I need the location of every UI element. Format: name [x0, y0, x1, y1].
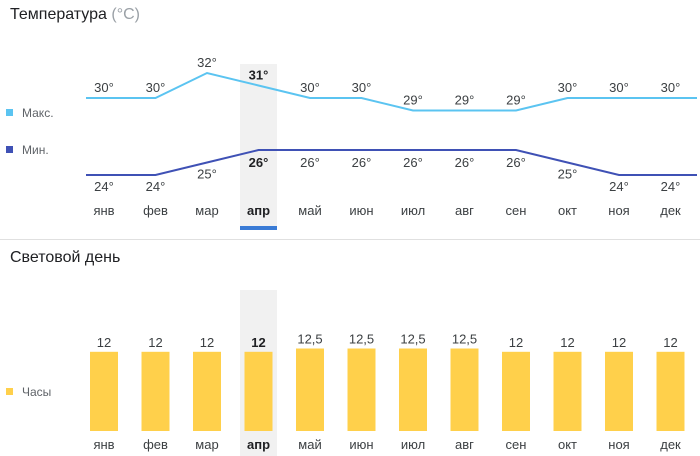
data-label-min: 26°	[506, 155, 526, 170]
temperature-unit: (°C)	[111, 6, 140, 23]
bar	[90, 351, 118, 431]
data-label-max: 32°	[197, 55, 217, 70]
x-tick-label: июн	[349, 437, 373, 452]
data-label-max: 30°	[352, 80, 372, 95]
bar-value-label: 12	[148, 335, 162, 350]
legend-swatch-min	[6, 146, 13, 153]
x-tick-label: фев	[143, 437, 168, 452]
x-tick-label: дек	[660, 203, 681, 218]
data-label-max: 30°	[661, 80, 681, 95]
data-label-min: 26°	[455, 155, 475, 170]
temperature-chart: 30° 30° 32° 31° 30° 30° 29° 29° 29° 30° 30° 30° 24° 2…	[6, 55, 697, 230]
data-label-max: 29°	[403, 93, 423, 108]
bar-value-label: 12,5	[297, 332, 322, 347]
x-tick-label: сен	[506, 437, 527, 452]
series-line-max	[86, 71, 697, 112]
data-label-min: 26°	[352, 155, 372, 170]
legend-swatch-hours	[6, 388, 13, 395]
data-label-max: 30°	[146, 80, 166, 95]
bar	[502, 351, 530, 431]
x-tick-label: апр	[247, 437, 270, 452]
x-tick-label: дек	[660, 437, 681, 452]
bar-value-label: 12,5	[452, 332, 477, 347]
series-line-min	[86, 149, 697, 176]
x-tick-label: ноя	[608, 437, 629, 452]
section-divider	[0, 239, 700, 240]
bar	[605, 351, 633, 431]
data-label-min: 26°	[403, 155, 423, 170]
data-label-max: 29°	[506, 93, 526, 108]
legend-label-hours: Часы	[22, 385, 51, 399]
bar-value-label: 12,5	[400, 332, 425, 347]
bar	[553, 351, 582, 431]
data-label-min: 26°	[300, 155, 320, 170]
x-tick-label: авг	[455, 203, 474, 218]
temperature-title: Температура (°C)	[10, 6, 140, 24]
bar-value-label: 12	[509, 335, 523, 350]
bar	[347, 348, 376, 431]
x-tick-label: янв	[93, 437, 114, 452]
data-label-max: 30°	[94, 80, 114, 95]
x-tick-label: мар	[195, 437, 218, 452]
bar	[296, 348, 324, 431]
legend-swatch-max	[6, 109, 13, 116]
data-label-min: 24°	[609, 179, 629, 194]
x-tick-label: июн	[349, 203, 373, 218]
x-tick-label: июл	[401, 203, 425, 218]
x-tick-label: авг	[455, 437, 474, 452]
bar	[399, 348, 427, 431]
x-tick-label: май	[298, 203, 321, 218]
selected-month-highlight	[240, 64, 277, 226]
x-tick-label: фев	[143, 203, 168, 218]
x-tick-label: окт	[558, 437, 577, 452]
data-label-min: 24°	[146, 179, 166, 194]
x-tick-label: янв	[93, 203, 114, 218]
bar	[450, 348, 479, 431]
bar	[244, 351, 273, 431]
bar	[656, 351, 685, 431]
bar	[193, 351, 221, 431]
legend-label-max: Макс.	[22, 106, 54, 120]
x-tick-label: ноя	[608, 203, 629, 218]
x-tick-label: мар	[195, 203, 218, 218]
data-label-max: 31°	[249, 68, 269, 83]
bar-value-label: 12	[200, 335, 214, 350]
daylight-title-text: Световой день	[10, 249, 121, 266]
data-label-min: 26°	[249, 155, 269, 170]
data-label-min: 24°	[661, 179, 681, 194]
bar-value-label: 12	[663, 335, 677, 350]
bar-value-label: 12,5	[349, 332, 374, 347]
data-label-min: 24°	[94, 179, 114, 194]
data-label-max: 30°	[300, 80, 320, 95]
temperature-title-text: Температура	[10, 6, 107, 23]
data-label-max: 30°	[609, 80, 629, 95]
legend-label-min: Мин.	[22, 143, 49, 157]
x-tick-label: апр	[247, 203, 270, 218]
x-tick-label: июл	[401, 437, 425, 452]
selected-month-indicator	[240, 226, 277, 230]
data-label-max: 30°	[558, 80, 578, 95]
x-tick-label: май	[298, 437, 321, 452]
data-label-min: 25°	[197, 167, 217, 182]
daylight-chart: 12 12 12 12 12,5 12,5 12,5 12,5 12 12 12 12 Часы янв ф…	[6, 290, 685, 456]
bar-value-label: 12	[560, 335, 574, 350]
bar-value-label: 12	[97, 335, 111, 350]
bar-value-label: 12	[612, 335, 626, 350]
data-label-min: 25°	[558, 167, 578, 182]
bar-value-label: 12	[251, 335, 265, 350]
x-tick-label: сен	[506, 203, 527, 218]
data-label-max: 29°	[455, 93, 475, 108]
daylight-title: Световой день	[10, 249, 120, 267]
x-tick-label: окт	[558, 203, 577, 218]
bar	[141, 351, 170, 431]
